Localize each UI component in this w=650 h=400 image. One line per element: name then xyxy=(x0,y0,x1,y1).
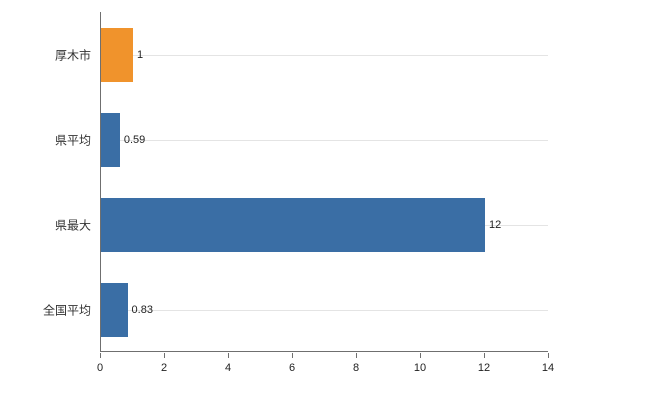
x-tick-mark xyxy=(356,353,357,358)
category-row: 県平均 0.59 xyxy=(55,97,548,182)
x-tick-mark xyxy=(228,353,229,358)
category-label: 厚木市 xyxy=(54,48,91,62)
category-gridline xyxy=(100,309,548,311)
x-tick-mark xyxy=(548,353,549,358)
category-gridline xyxy=(100,54,548,56)
value-label: 0.83 xyxy=(131,303,153,316)
category-row: 全国平均 0.83 xyxy=(43,267,548,352)
value-label: 12 xyxy=(489,218,502,231)
x-tick-label: 6 xyxy=(288,362,296,374)
x-tick-mark xyxy=(100,353,101,358)
x-tick-label: 2 xyxy=(160,362,168,374)
category-label: 県最大 xyxy=(54,218,91,232)
plot-area: 厚木市 1 県平均 0.59 県最大 12 全国平均 0.83 0 2 4 6 8 10 12 14 xyxy=(43,12,554,374)
category-gridline xyxy=(100,139,548,141)
x-tick-mark xyxy=(420,353,421,358)
value-label: 0.59 xyxy=(123,133,146,146)
category-label: 県平均 xyxy=(54,133,91,147)
bar-1 xyxy=(101,27,133,82)
x-tick-label: 10 xyxy=(413,362,427,374)
bar-rows: 厚木市 1 県平均 0.59 県最大 12 全国平均 0.83 xyxy=(43,12,548,352)
x-tick-label: 8 xyxy=(352,362,360,374)
bar-4 xyxy=(101,282,128,337)
x-tick-mark xyxy=(164,353,165,358)
x-tick-label: 12 xyxy=(477,362,491,374)
x-axis-line xyxy=(100,351,548,352)
x-tick-label: 14 xyxy=(541,362,555,374)
y-axis-line xyxy=(100,12,101,352)
bar-3 xyxy=(101,197,485,252)
value-label: 1 xyxy=(137,48,144,61)
x-tick-label: 0 xyxy=(96,362,104,374)
category-row: 厚木市 1 xyxy=(55,12,548,97)
category-row: 県最大 12 xyxy=(55,182,548,267)
category-label: 全国平均 xyxy=(42,303,91,317)
x-tick-mark xyxy=(484,353,485,358)
x-tick-label: 4 xyxy=(224,362,232,374)
bar-2 xyxy=(101,112,120,167)
x-tick-mark xyxy=(292,353,293,358)
